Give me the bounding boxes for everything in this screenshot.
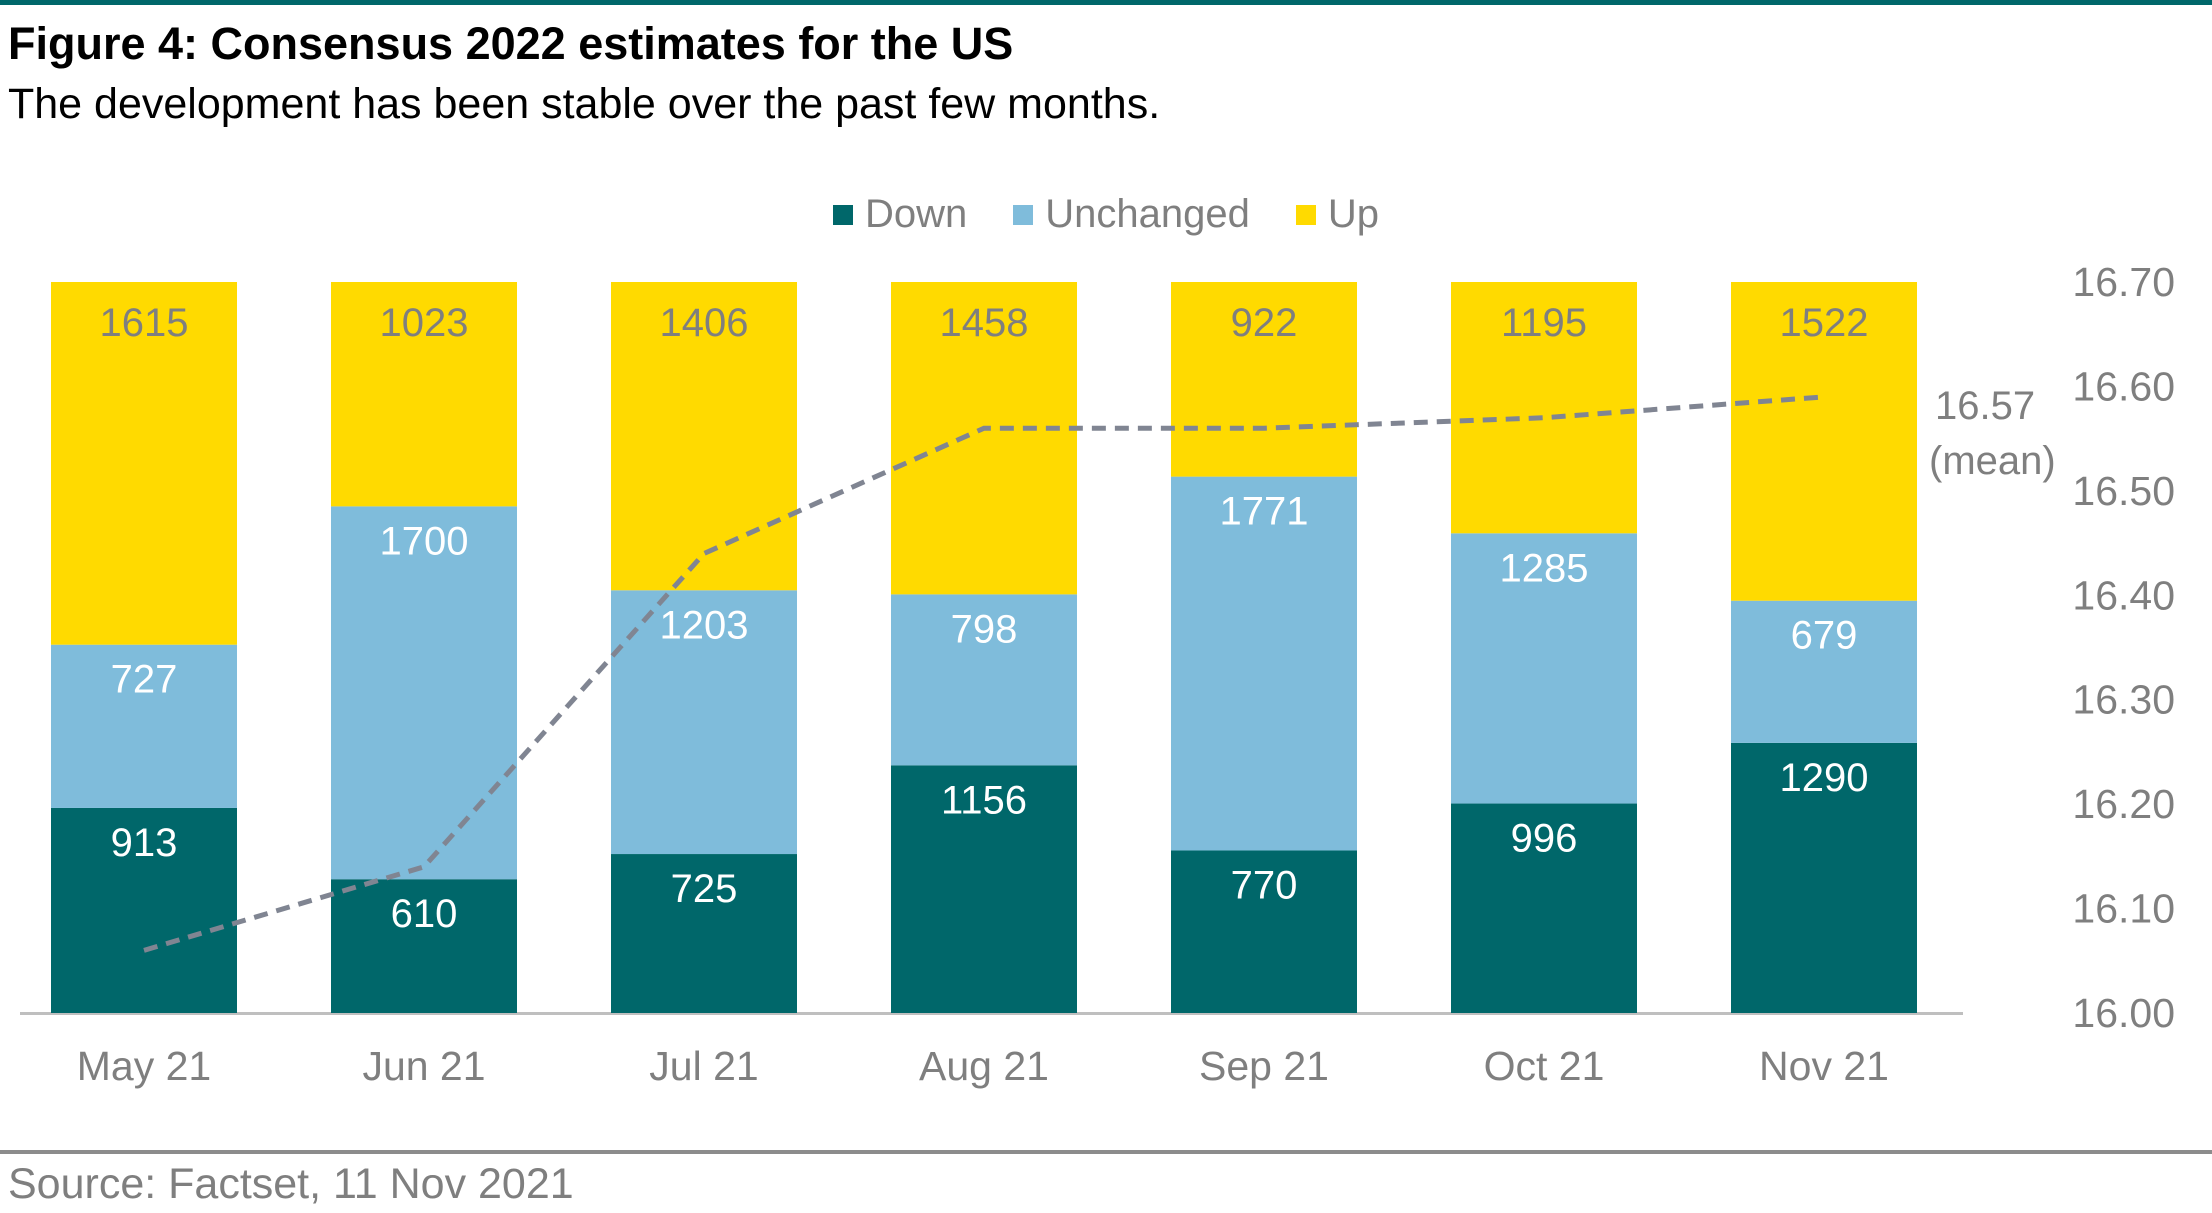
legend-label-unchanged: Unchanged bbox=[1045, 192, 1250, 236]
bar-down-nov-21 bbox=[1731, 742, 1917, 1013]
x-tick-label: Nov 21 bbox=[1759, 1043, 1889, 1089]
data-label-down: 770 bbox=[1231, 863, 1298, 907]
bar-unchanged-sep-21 bbox=[1171, 476, 1357, 851]
mean-eps-line bbox=[143, 394, 1825, 953]
bar-down-may-21 bbox=[51, 807, 237, 1013]
bar-down-jul-21 bbox=[611, 854, 797, 1013]
line-end-label-value: 16.57 bbox=[1935, 384, 2035, 428]
right-axis-tick-label: 16.40 bbox=[2072, 572, 2175, 618]
bar-up-aug-21 bbox=[891, 282, 1077, 595]
data-label-down: 1156 bbox=[941, 778, 1027, 822]
data-label-unchanged: 1700 bbox=[380, 519, 469, 563]
top-rule bbox=[0, 0, 2212, 5]
legend-item-up: Up bbox=[1295, 192, 1379, 237]
data-label-up: 1023 bbox=[380, 301, 469, 345]
legend-item-down: Down bbox=[832, 192, 968, 237]
bar-up-nov-21 bbox=[1731, 282, 1917, 601]
data-label-up: 1615 bbox=[100, 301, 189, 345]
source-note: Source: Factset, 11 Nov 2021 bbox=[8, 1160, 574, 1208]
data-label-unchanged: 798 bbox=[951, 607, 1018, 651]
data-label-up: 1406 bbox=[660, 301, 749, 345]
right-axis-tick-label: 16.50 bbox=[2072, 468, 2175, 514]
right-axis-tick-label: 16.20 bbox=[2072, 781, 2175, 827]
data-label-unchanged: 679 bbox=[1791, 614, 1858, 658]
data-label-down: 1290 bbox=[1780, 756, 1869, 800]
line-end-label-note: (mean) bbox=[1929, 439, 2056, 483]
data-label-unchanged: 1771 bbox=[1220, 490, 1309, 534]
right-axis-tick-label: 16.60 bbox=[2072, 363, 2175, 409]
bottom-rule bbox=[0, 1150, 2212, 1154]
legend-label-down: Down bbox=[864, 192, 968, 236]
data-label-unchanged: 1285 bbox=[1500, 546, 1589, 590]
bar-unchanged-nov-21 bbox=[1731, 600, 1917, 743]
data-label-up: 1458 bbox=[940, 301, 1029, 345]
bar-down-aug-21 bbox=[891, 765, 1077, 1013]
legend-item-unchanged: Unchanged bbox=[1013, 192, 1250, 237]
data-label-up: 922 bbox=[1231, 301, 1298, 345]
x-tick-label: Oct 21 bbox=[1484, 1043, 1605, 1089]
data-label-down: 610 bbox=[391, 892, 458, 936]
x-tick-label: Sep 21 bbox=[1199, 1043, 1329, 1089]
bar-up-jun-21 bbox=[331, 282, 517, 507]
bar-unchanged-oct-21 bbox=[1451, 533, 1637, 804]
right-axis-tick-label: 16.30 bbox=[2072, 677, 2175, 723]
x-tick-label: Jun 21 bbox=[362, 1043, 485, 1089]
bar-up-jul-21 bbox=[611, 282, 797, 591]
data-label-unchanged: 727 bbox=[111, 658, 178, 702]
bar-down-oct-21 bbox=[1451, 803, 1637, 1013]
x-tick-label: May 21 bbox=[77, 1043, 211, 1089]
data-label-down: 913 bbox=[111, 821, 178, 865]
data-label-up: 1195 bbox=[1501, 301, 1587, 345]
legend-swatch-up bbox=[1295, 204, 1316, 225]
bar-down-sep-21 bbox=[1171, 850, 1357, 1013]
bar-up-sep-21 bbox=[1171, 282, 1357, 477]
legend-swatch-unchanged bbox=[1013, 204, 1034, 225]
legend-swatch-down bbox=[832, 204, 853, 225]
right-axis-tick-label: 16.70 bbox=[2072, 259, 2175, 305]
data-label-down: 996 bbox=[1511, 817, 1578, 861]
right-axis-tick-label: 16.10 bbox=[2072, 886, 2175, 932]
data-label-unchanged: 1203 bbox=[660, 603, 749, 647]
bar-unchanged-jul-21 bbox=[611, 590, 797, 855]
x-tick-label: Jul 21 bbox=[649, 1043, 758, 1089]
bar-up-may-21 bbox=[51, 282, 237, 645]
right-axis-tick-label: 16.00 bbox=[2072, 990, 2175, 1036]
bar-unchanged-aug-21 bbox=[891, 594, 1077, 766]
x-tick-label: Aug 21 bbox=[919, 1043, 1049, 1089]
legend-label-up: Up bbox=[1327, 192, 1379, 236]
bar-down-jun-21 bbox=[331, 879, 517, 1013]
data-label-up: 1522 bbox=[1780, 301, 1869, 345]
figure-title: Figure 4: Consensus 2022 estimates for t… bbox=[8, 18, 1014, 69]
chart-legend: Down Unchanged Up bbox=[0, 192, 2212, 237]
bar-unchanged-may-21 bbox=[51, 644, 237, 808]
bar-unchanged-jun-21 bbox=[331, 506, 517, 880]
figure-subtitle: The development has been stable over the… bbox=[8, 80, 1161, 128]
bar-up-oct-21 bbox=[1451, 282, 1637, 534]
stacked-bar-chart: 913 727 1615 May 21 610 1700 1023 Jun 21 725 1203… bbox=[20, 259, 2175, 1089]
data-label-down: 725 bbox=[671, 867, 738, 911]
